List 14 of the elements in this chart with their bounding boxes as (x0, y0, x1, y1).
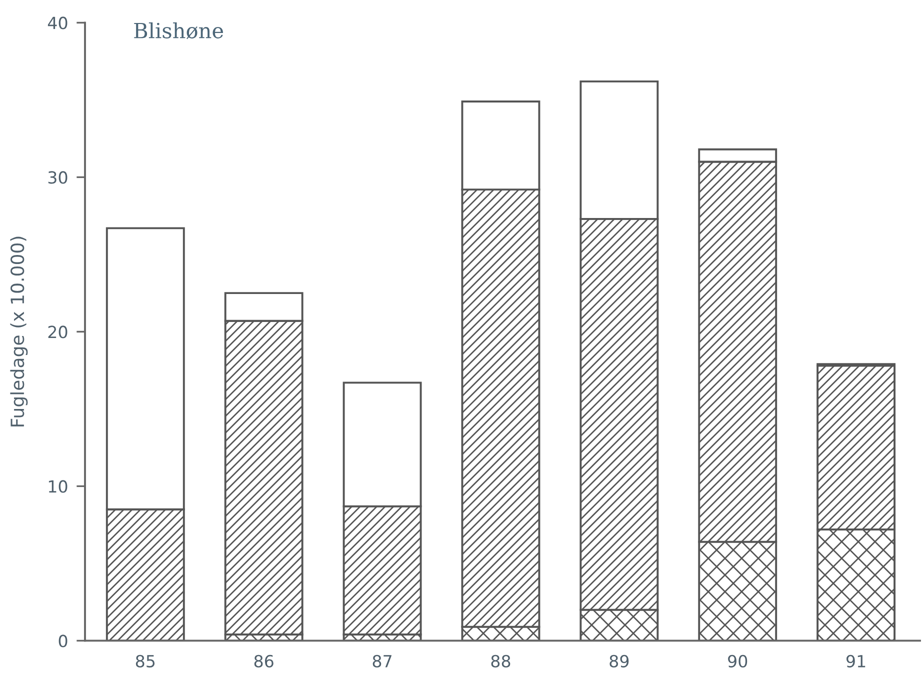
y-tick-label: 20 (48, 326, 68, 338)
x-tick-label: 89 (610, 654, 629, 668)
y-tick-label: 40 (48, 16, 68, 30)
x-tick-label: 91 (846, 654, 866, 668)
y-axis-title: Fugledage (x 10.000) (10, 236, 28, 426)
x-tick-label: 88 (491, 654, 510, 668)
y-tick-label: 0 (58, 634, 68, 648)
chart-title: Blishøne (134, 22, 224, 40)
y-tick-label: 10 (48, 480, 68, 493)
x-tick-label: 87 (372, 654, 392, 668)
x-tick-label: 90 (728, 654, 748, 668)
x-tick-label: 85 (136, 654, 155, 668)
x-tick-label: 86 (254, 654, 274, 668)
y-tick-label: 30 (48, 171, 68, 184)
